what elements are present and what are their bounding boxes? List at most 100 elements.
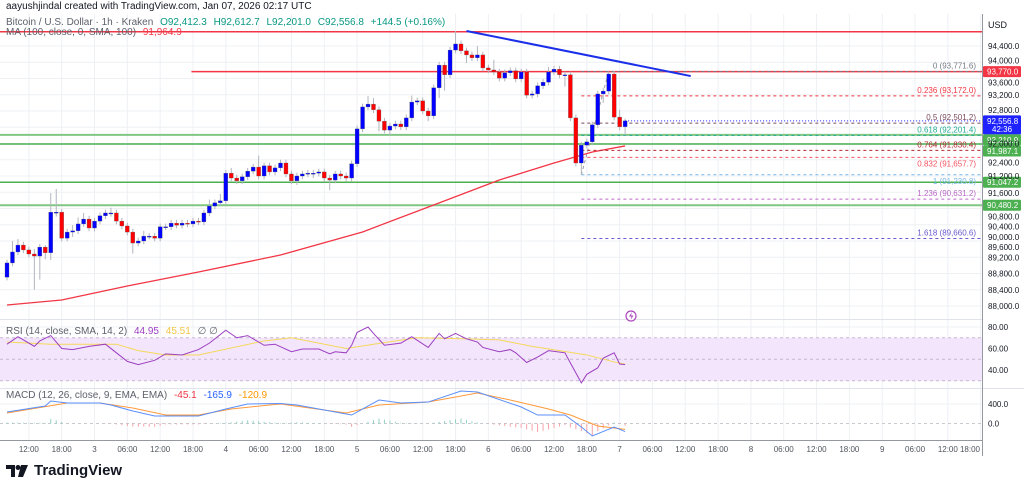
candle bbox=[573, 114, 579, 167]
chart-canvas[interactable]: 0 (93,771.6) 0.236 (93,172.0) 0.5 (92,501.… bbox=[0, 0, 1024, 460]
macd-histogram-bar bbox=[515, 423, 517, 428]
candle bbox=[294, 172, 300, 185]
price-tick-label: 92,400.0 bbox=[988, 158, 1020, 167]
ohlc-open: O92,412.3 bbox=[160, 17, 207, 28]
time-tick-label: 06:00 bbox=[380, 445, 401, 454]
candle bbox=[606, 71, 611, 95]
macd-histogram-bar bbox=[619, 423, 621, 425]
candle-body bbox=[250, 166, 256, 172]
candle-body bbox=[245, 170, 250, 177]
time-tick-label: 7 bbox=[617, 445, 622, 454]
ma-legend[interactable]: MA (100, close, 0, SMA, 100) 91,964.9 bbox=[6, 27, 182, 38]
price-label-text: 92,210.9 bbox=[987, 136, 1019, 145]
macd-histogram-bar bbox=[115, 423, 117, 425]
candle-body bbox=[158, 226, 163, 239]
macd-histogram-bar bbox=[203, 423, 205, 425]
candle-body bbox=[393, 123, 398, 127]
candle-body bbox=[185, 222, 190, 225]
candle-body bbox=[196, 220, 201, 223]
candle-body bbox=[92, 220, 97, 229]
macd-histogram-bar bbox=[553, 423, 555, 428]
macd-histogram-bar bbox=[285, 422, 287, 424]
macd-tick-label: 400.0 bbox=[988, 400, 1009, 409]
candle bbox=[65, 228, 70, 242]
macd-histogram-bar bbox=[351, 423, 353, 427]
macd-histogram-bar bbox=[449, 420, 451, 424]
time-tick-label: 12:00 bbox=[281, 445, 302, 454]
macd-histogram-bar bbox=[44, 422, 46, 424]
candle bbox=[114, 209, 119, 225]
macd-histogram-bar bbox=[389, 420, 391, 424]
rsi-extra: ∅ ∅ bbox=[197, 326, 218, 337]
candle-body bbox=[568, 74, 573, 119]
price-change: +144.5 (+0.16%) bbox=[370, 17, 446, 28]
candle-body bbox=[218, 200, 223, 203]
candle bbox=[185, 219, 190, 228]
symbol-name[interactable]: Bitcoin / U.S. Dollar · 1h · Kraken bbox=[6, 17, 154, 28]
tradingview-logo[interactable]: TradingView bbox=[6, 462, 122, 479]
candle-body bbox=[617, 116, 622, 127]
candle-body bbox=[349, 163, 354, 179]
candle bbox=[387, 122, 393, 136]
lightning-event-icon[interactable] bbox=[625, 310, 637, 322]
candle bbox=[469, 51, 475, 62]
candle-body bbox=[212, 202, 218, 207]
candle-body bbox=[4, 262, 10, 278]
candle-body bbox=[300, 173, 305, 177]
candle bbox=[557, 65, 562, 79]
candle bbox=[223, 169, 228, 205]
candle-body bbox=[382, 121, 387, 131]
candle bbox=[256, 155, 261, 180]
candle bbox=[218, 193, 223, 207]
candle bbox=[163, 223, 168, 231]
price-tick-label: 88,800.0 bbox=[988, 270, 1020, 279]
macd-histogram-bar bbox=[296, 422, 298, 424]
candle bbox=[409, 95, 414, 122]
candle bbox=[229, 167, 234, 182]
candle bbox=[590, 121, 595, 146]
candle-body bbox=[10, 251, 15, 264]
time-tick-label: 18:00 bbox=[314, 445, 335, 454]
candle bbox=[497, 68, 502, 82]
price-tick-label: 93,200.0 bbox=[988, 91, 1020, 100]
fib-level-label: 0.832 (91,657.7) bbox=[917, 159, 976, 168]
rsi-tick-label: 60.00 bbox=[988, 345, 1009, 354]
price-tick-label: 89,600.0 bbox=[988, 243, 1020, 252]
candle bbox=[26, 246, 32, 258]
candle-body bbox=[502, 72, 507, 79]
macd-histogram-bar bbox=[159, 423, 161, 426]
candle bbox=[125, 222, 130, 236]
macd-legend[interactable]: MACD (12, 26, close, 9, EMA, EMA) -45.1 … bbox=[6, 390, 267, 401]
candle-body bbox=[229, 173, 234, 179]
candle bbox=[174, 219, 179, 229]
candle-body bbox=[431, 87, 436, 117]
macd-histogram-bar bbox=[192, 423, 194, 425]
currency-label[interactable]: USD bbox=[988, 20, 1008, 30]
macd-histogram-bar bbox=[187, 423, 189, 425]
candle bbox=[551, 65, 557, 76]
time-tick-label: 06:00 bbox=[642, 445, 663, 454]
candle-body bbox=[256, 166, 261, 177]
candle bbox=[168, 219, 174, 231]
candle bbox=[207, 199, 212, 217]
lightning-glyph bbox=[629, 312, 634, 320]
candle bbox=[475, 46, 480, 62]
macd-histogram-bar bbox=[181, 423, 183, 425]
candle-body bbox=[223, 173, 228, 201]
candle-body bbox=[179, 222, 185, 226]
price-tick-label: 90,400.0 bbox=[988, 223, 1020, 232]
candle-body bbox=[360, 106, 365, 130]
candle bbox=[103, 209, 108, 220]
time-tick-label: 12:00 bbox=[544, 445, 565, 454]
macd-histogram-bar bbox=[526, 423, 528, 430]
candle bbox=[562, 71, 568, 87]
price-axis-bg bbox=[983, 14, 1024, 320]
rsi-legend[interactable]: RSI (14, close, SMA, 14, 2) 44.95 45.51 … bbox=[6, 326, 218, 337]
candle bbox=[97, 212, 103, 225]
macd-histogram-bar bbox=[312, 422, 314, 424]
candle bbox=[261, 162, 267, 180]
candle bbox=[240, 173, 245, 185]
fib-level-label: 0.5 (92,501.2) bbox=[926, 113, 976, 122]
candle bbox=[327, 174, 332, 191]
candle bbox=[447, 46, 453, 79]
